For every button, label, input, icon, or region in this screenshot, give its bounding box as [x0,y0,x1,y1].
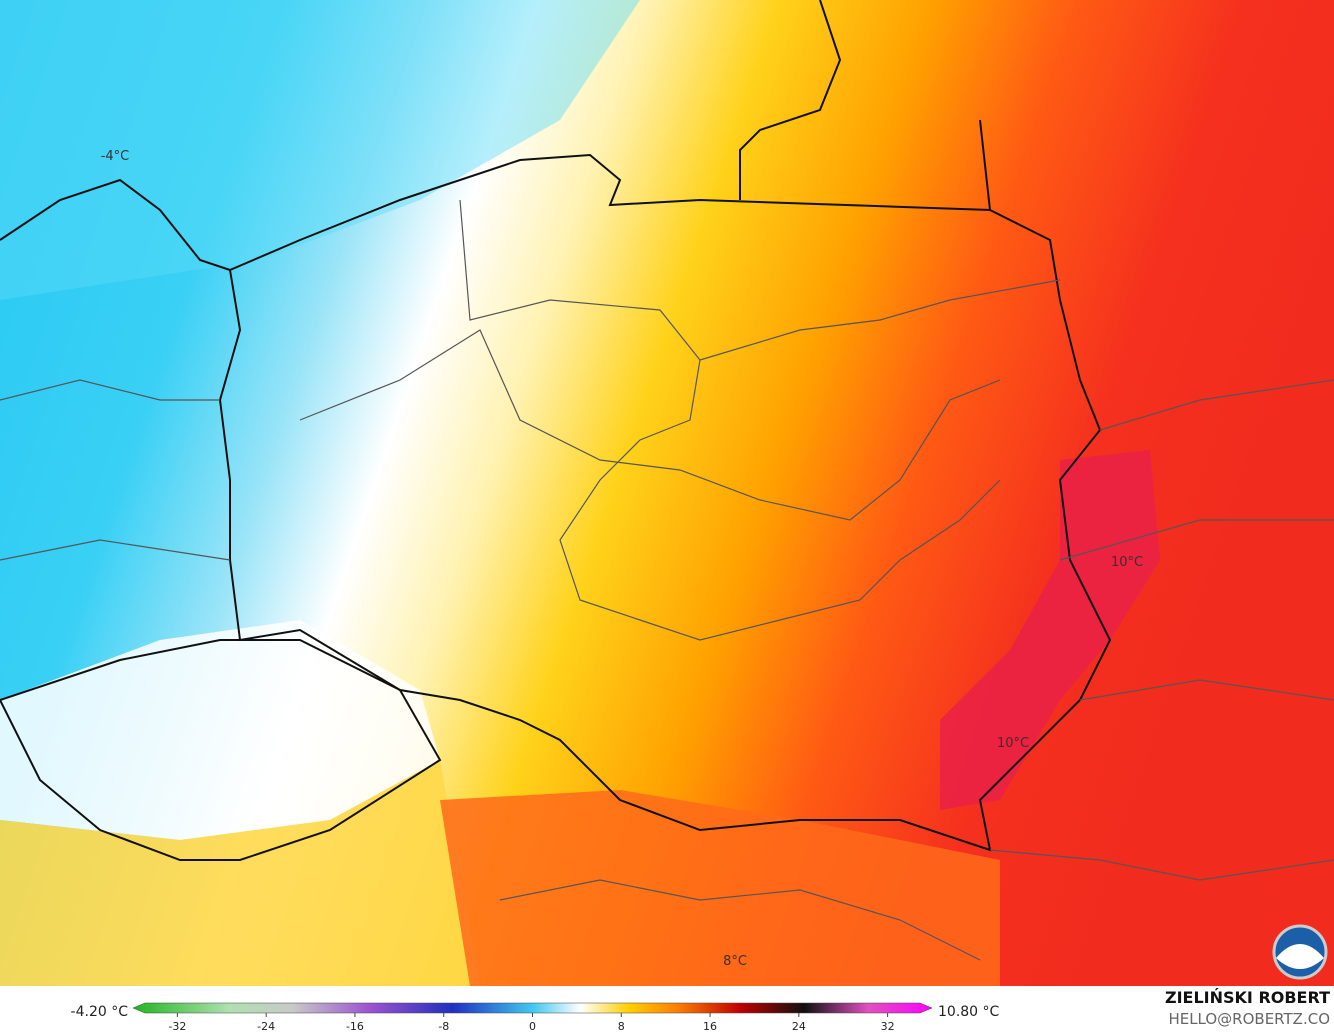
cold-region [0,620,440,840]
colorbar-tick-label: 0 [529,1020,536,1033]
colorbar-tick-label: 8 [618,1020,625,1033]
noaa-logo [1272,924,1328,980]
author: ZIELIŃSKI ROBERT [1165,988,1330,1007]
temperature-label: 10°C [1111,555,1143,570]
map [0,0,1334,986]
temperature-label: 10°C [997,736,1029,751]
colorbar-tick-label: 32 [881,1020,895,1033]
country-borders [0,0,1112,861]
temperature-label: 8°C [723,954,747,969]
colorbar-max-label: 10.80 °C [938,1004,1000,1020]
colorbar-tick-label: -32 [168,1020,186,1033]
colorbar-tick-label: -24 [257,1020,275,1033]
colorbar-tick-label: -16 [346,1020,364,1033]
colorbar-tick-label: 24 [792,1020,806,1033]
colorbar-ticks: -32 -24 -16 -8 0 8 16 24 32 [168,1013,895,1033]
sea-region [0,0,640,300]
region-borders [0,199,1334,961]
contact: HELLO@ROBERTZ.CO [1168,1010,1330,1028]
colorbar-tick-label: 16 [703,1020,717,1033]
warm-region [0,760,480,986]
temperature-labels: -4°C 10°C 10°C 8°C [101,149,1143,969]
colorbar [132,1002,933,1014]
hot-region [940,450,1160,810]
temperature-label: -4°C [101,149,130,164]
colorbar-min-label: -4.20 °C [71,1004,129,1020]
colorbar-tick-label: -8 [438,1020,449,1033]
warm-region [440,790,1000,986]
